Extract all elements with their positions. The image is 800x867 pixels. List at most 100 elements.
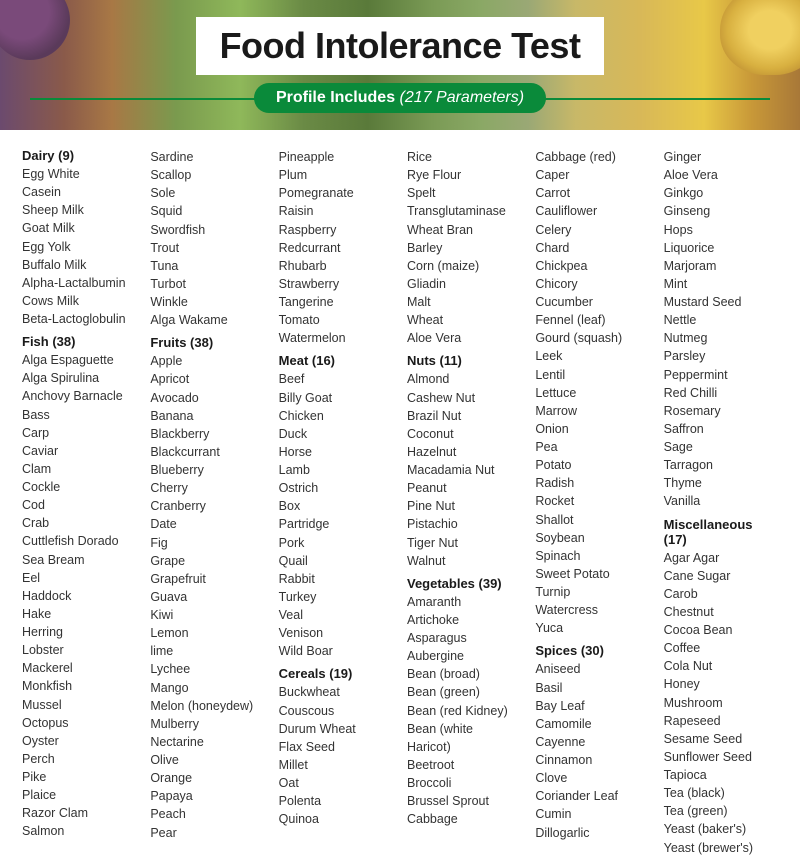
- list-item: Apple: [150, 352, 264, 370]
- list-item: Aloe Vera: [664, 166, 778, 184]
- subtitle-row: Profile Includes (217 Parameters): [0, 83, 800, 113]
- list-item: Scallop: [150, 166, 264, 184]
- list-item: Crab: [22, 514, 136, 532]
- list-item: Brazil Nut: [407, 407, 521, 425]
- list-item: Chestnut: [664, 603, 778, 621]
- list-item: Carp: [22, 424, 136, 442]
- list-item: Basil: [535, 679, 649, 697]
- list-item: Cows Milk: [22, 292, 136, 310]
- list-item: Thyme: [664, 474, 778, 492]
- list-item: Corn (maize): [407, 257, 521, 275]
- category-title: Dairy (9): [22, 148, 136, 163]
- column: Dairy (9)Egg WhiteCaseinSheep MilkGoat M…: [22, 148, 136, 857]
- list-item: Peppermint: [664, 366, 778, 384]
- list-item: Yeast (baker's): [664, 820, 778, 838]
- list-item: Blackberry: [150, 425, 264, 443]
- list-item: Fennel (leaf): [535, 311, 649, 329]
- list-item: Partridge: [279, 515, 393, 533]
- list-item: Mussel: [22, 696, 136, 714]
- list-item: Pomegranate: [279, 184, 393, 202]
- list-item: Sweet Potato: [535, 565, 649, 583]
- list-item: Cocoa Bean: [664, 621, 778, 639]
- list-item: Ginger: [664, 148, 778, 166]
- list-item: Fig: [150, 534, 264, 552]
- category-title: Vegetables (39): [407, 576, 521, 591]
- list-item: Bean (white: [407, 720, 521, 738]
- column: PineapplePlumPomegranateRaisinRaspberryR…: [279, 148, 393, 857]
- list-item: Bean (green): [407, 683, 521, 701]
- list-item: Casein: [22, 183, 136, 201]
- list-item: Turkey: [279, 588, 393, 606]
- list-item: Mushroom: [664, 694, 778, 712]
- category-title: Fruits (38): [150, 335, 264, 350]
- list-item: Cuttlefish Dorado: [22, 532, 136, 550]
- list-item: Razor Clam: [22, 804, 136, 822]
- list-item: Marjoram: [664, 257, 778, 275]
- list-item: Tuna: [150, 257, 264, 275]
- list-item: Squid: [150, 202, 264, 220]
- list-item: Beta-Lactoglobulin: [22, 310, 136, 328]
- list-item: Radish: [535, 474, 649, 492]
- list-item: Yeast (brewer's): [664, 839, 778, 857]
- list-item: Cashew Nut: [407, 389, 521, 407]
- list-item: Coriander Leaf: [535, 787, 649, 805]
- list-item: Polenta: [279, 792, 393, 810]
- list-item: Cockle: [22, 478, 136, 496]
- title-box: Food Intolerance Test: [196, 17, 605, 75]
- list-item: Cinnamon: [535, 751, 649, 769]
- list-item: Coffee: [664, 639, 778, 657]
- list-item: Barley: [407, 239, 521, 257]
- list-item: Mango: [150, 679, 264, 697]
- list-item: Ostrich: [279, 479, 393, 497]
- list-item: Leek: [535, 347, 649, 365]
- list-item: Sheep Milk: [22, 201, 136, 219]
- list-item: Cauliflower: [535, 202, 649, 220]
- list-item: Trout: [150, 239, 264, 257]
- list-item: Lychee: [150, 660, 264, 678]
- list-item: Aloe Vera: [407, 329, 521, 347]
- subtitle-label: Profile Includes: [276, 89, 395, 106]
- list-item: Kiwi: [150, 606, 264, 624]
- list-item: Date: [150, 515, 264, 533]
- list-item: Turbot: [150, 275, 264, 293]
- list-item: Vanilla: [664, 492, 778, 510]
- list-item: Pork: [279, 534, 393, 552]
- list-item: Amaranth: [407, 593, 521, 611]
- category-title: Miscellaneous (17): [664, 517, 778, 547]
- list-item: Nettle: [664, 311, 778, 329]
- list-item: Rapeseed: [664, 712, 778, 730]
- list-item: Cumin: [535, 805, 649, 823]
- category-title: Cereals (19): [279, 666, 393, 681]
- list-item: Artichoke: [407, 611, 521, 629]
- column: SardineScallopSoleSquidSwordfishTroutTun…: [150, 148, 264, 857]
- list-item: Pistachio: [407, 515, 521, 533]
- list-item: Dillogarlic: [535, 824, 649, 842]
- list-item: Monkfish: [22, 677, 136, 695]
- list-item: Hake: [22, 605, 136, 623]
- list-item: Cucumber: [535, 293, 649, 311]
- list-item: Egg Yolk: [22, 238, 136, 256]
- list-item: Duck: [279, 425, 393, 443]
- category-title: Fish (38): [22, 334, 136, 349]
- list-item: Salmon: [22, 822, 136, 840]
- list-item: Venison: [279, 624, 393, 642]
- list-item: Rye Flour: [407, 166, 521, 184]
- list-item: Plaice: [22, 786, 136, 804]
- list-item: Spinach: [535, 547, 649, 565]
- list-item: Sesame Seed: [664, 730, 778, 748]
- list-item: Clam: [22, 460, 136, 478]
- list-item: Haricot): [407, 738, 521, 756]
- list-item: Quinoa: [279, 810, 393, 828]
- list-item: Raspberry: [279, 221, 393, 239]
- list-item: Tapioca: [664, 766, 778, 784]
- page-title: Food Intolerance Test: [220, 25, 581, 67]
- list-item: Veal: [279, 606, 393, 624]
- list-item: Lentil: [535, 366, 649, 384]
- list-item: Tea (green): [664, 802, 778, 820]
- list-item: Bay Leaf: [535, 697, 649, 715]
- list-item: Peanut: [407, 479, 521, 497]
- list-item: Coconut: [407, 425, 521, 443]
- list-item: Sage: [664, 438, 778, 456]
- list-item: Asparagus: [407, 629, 521, 647]
- list-item: Millet: [279, 756, 393, 774]
